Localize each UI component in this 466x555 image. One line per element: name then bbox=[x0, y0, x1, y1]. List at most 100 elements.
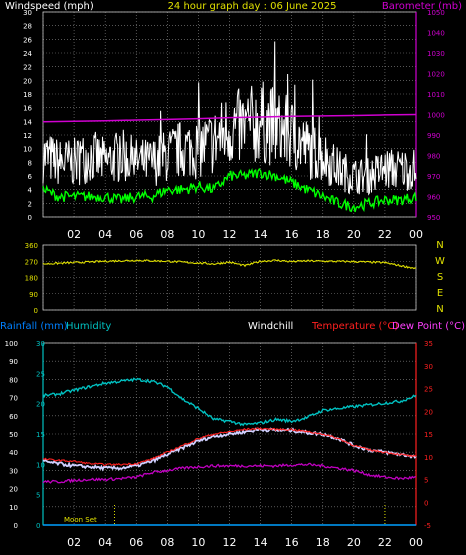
barometer-tick-label: 1050 bbox=[427, 9, 445, 17]
temperature-humidity-panel: Rainfall (mm)Humidity Windchill Temperatur… bbox=[0, 321, 465, 549]
hour-tick-label: 02 bbox=[67, 536, 81, 549]
humidity-line bbox=[42, 377, 417, 427]
windspeed-tick-label: 26 bbox=[23, 36, 32, 44]
hour-tick-label: 16 bbox=[285, 536, 299, 549]
humidity-tick-label: 90 bbox=[9, 358, 18, 366]
windspeed-tick-label: 22 bbox=[23, 64, 32, 72]
windspeed-tick-label: 12 bbox=[23, 132, 32, 140]
rain-tick-label: 5 bbox=[36, 492, 40, 500]
windspeed-tick-label: 8 bbox=[28, 159, 32, 167]
temperature-tick-label: 25 bbox=[424, 386, 433, 394]
rain-tick-label: 10 bbox=[36, 461, 45, 469]
temperature-tick-label: 10 bbox=[424, 454, 433, 462]
barometer-tick-label: 1000 bbox=[427, 112, 445, 120]
hour-tick-label: 18 bbox=[316, 228, 330, 241]
temperature-line bbox=[42, 427, 417, 466]
windspeed-tick-label: 24 bbox=[23, 50, 32, 58]
hour-tick-label: 20 bbox=[347, 536, 361, 549]
humidity-tick-label: 40 bbox=[9, 449, 18, 457]
barometer-tick-label: 1030 bbox=[427, 50, 445, 58]
windspeed-tick-label: 2 bbox=[28, 200, 32, 208]
hour-tick-label: 08 bbox=[160, 536, 174, 549]
humidity-tick-label: 10 bbox=[9, 504, 18, 512]
chart-title: 24 hour graph day : 06 June 2025 bbox=[168, 1, 337, 12]
hour-tick-label: 04 bbox=[98, 228, 112, 241]
temperature-tick-label: -5 bbox=[424, 522, 431, 530]
average-wind-line bbox=[42, 167, 417, 213]
hour-tick-label: 00 bbox=[409, 228, 423, 241]
humidity-tick-label: 100 bbox=[5, 340, 18, 348]
windspeed-tick-label: 20 bbox=[23, 77, 32, 85]
direction-tick-label: 180 bbox=[25, 275, 38, 283]
hour-tick-label: 04 bbox=[98, 536, 112, 549]
rain-tick-label: 25 bbox=[36, 370, 45, 378]
legend-label: Rainfall (mm) bbox=[0, 321, 68, 332]
wind-direction-line bbox=[42, 259, 417, 270]
hour-tick-label: 06 bbox=[129, 228, 143, 241]
gust-line bbox=[42, 41, 417, 196]
hour-tick-label: 14 bbox=[254, 536, 268, 549]
rain-tick-label: 20 bbox=[36, 401, 45, 409]
hour-tick-label: 10 bbox=[191, 228, 205, 241]
humidity-tick-label: 30 bbox=[9, 467, 18, 475]
temperature-tick-label: 15 bbox=[424, 431, 433, 439]
hour-tick-label: 22 bbox=[378, 228, 392, 241]
temperature-tick-label: 20 bbox=[424, 408, 433, 416]
barometer-tick-label: 1010 bbox=[427, 91, 445, 99]
direction-tick-label: 90 bbox=[29, 291, 38, 299]
compass-label: S bbox=[437, 272, 443, 283]
barometer-tick-label: 1020 bbox=[427, 71, 445, 79]
barometer-tick-label: 970 bbox=[427, 173, 440, 181]
legend-label: Dew Point (°C) bbox=[392, 321, 465, 332]
barometer-line bbox=[42, 113, 417, 123]
humidity-tick-label: 0 bbox=[14, 522, 18, 530]
hour-tick-label: 18 bbox=[316, 536, 330, 549]
barometer-axis-label: Barometer (mb) bbox=[382, 1, 462, 12]
moon-set-annotation: Moon Set bbox=[64, 516, 97, 524]
legend-label: Humidity bbox=[66, 321, 111, 332]
windspeed-axis-label: Windspeed (mph) bbox=[5, 1, 94, 12]
windspeed-tick-label: 0 bbox=[28, 214, 32, 222]
hour-tick-label: 08 bbox=[160, 228, 174, 241]
hour-tick-label: 16 bbox=[285, 228, 299, 241]
humidity-tick-label: 20 bbox=[9, 486, 18, 494]
windspeed-tick-label: 14 bbox=[23, 118, 32, 126]
barometer-tick-label: 950 bbox=[427, 214, 440, 222]
windspeed-tick-label: 18 bbox=[23, 91, 32, 99]
windspeed-tick-label: 6 bbox=[28, 173, 33, 181]
humidity-tick-label: 60 bbox=[9, 413, 18, 421]
plot-frame bbox=[42, 244, 417, 311]
windspeed-tick-label: 30 bbox=[23, 9, 32, 17]
temperature-tick-label: 35 bbox=[424, 340, 433, 348]
direction-tick-label: 360 bbox=[25, 242, 38, 250]
windspeed-tick-label: 28 bbox=[23, 23, 32, 31]
compass-label: E bbox=[437, 288, 443, 299]
hour-tick-label: 00 bbox=[409, 536, 423, 549]
barometer-tick-label: 980 bbox=[427, 153, 440, 161]
rain-tick-label: 30 bbox=[36, 340, 45, 348]
rain-tick-label: 15 bbox=[36, 431, 45, 439]
compass-label: N bbox=[436, 240, 443, 251]
windspeed-tick-label: 16 bbox=[23, 105, 32, 113]
direction-tick-label: 270 bbox=[25, 258, 38, 266]
hour-tick-label: 06 bbox=[129, 536, 143, 549]
rain-tick-label: 0 bbox=[36, 522, 40, 530]
barometer-tick-label: 1040 bbox=[427, 30, 445, 38]
barometer-tick-label: 960 bbox=[427, 194, 440, 202]
hour-tick-label: 02 bbox=[67, 228, 81, 241]
hour-tick-label: 12 bbox=[223, 536, 237, 549]
humidity-tick-label: 80 bbox=[9, 376, 18, 384]
hour-tick-label: 10 bbox=[191, 536, 205, 549]
direction-tick-label: 0 bbox=[34, 307, 38, 315]
barometer-tick-label: 990 bbox=[427, 132, 440, 140]
temperature-tick-label: 0 bbox=[424, 499, 428, 507]
compass-label: N bbox=[436, 304, 443, 315]
hour-tick-label: 20 bbox=[347, 228, 361, 241]
humidity-tick-label: 50 bbox=[9, 431, 18, 439]
windspeed-tick-label: 4 bbox=[28, 187, 33, 195]
temperature-tick-label: 5 bbox=[424, 477, 428, 485]
hour-tick-label: 12 bbox=[223, 228, 237, 241]
legend-label: Temperature (°C) bbox=[311, 321, 398, 332]
